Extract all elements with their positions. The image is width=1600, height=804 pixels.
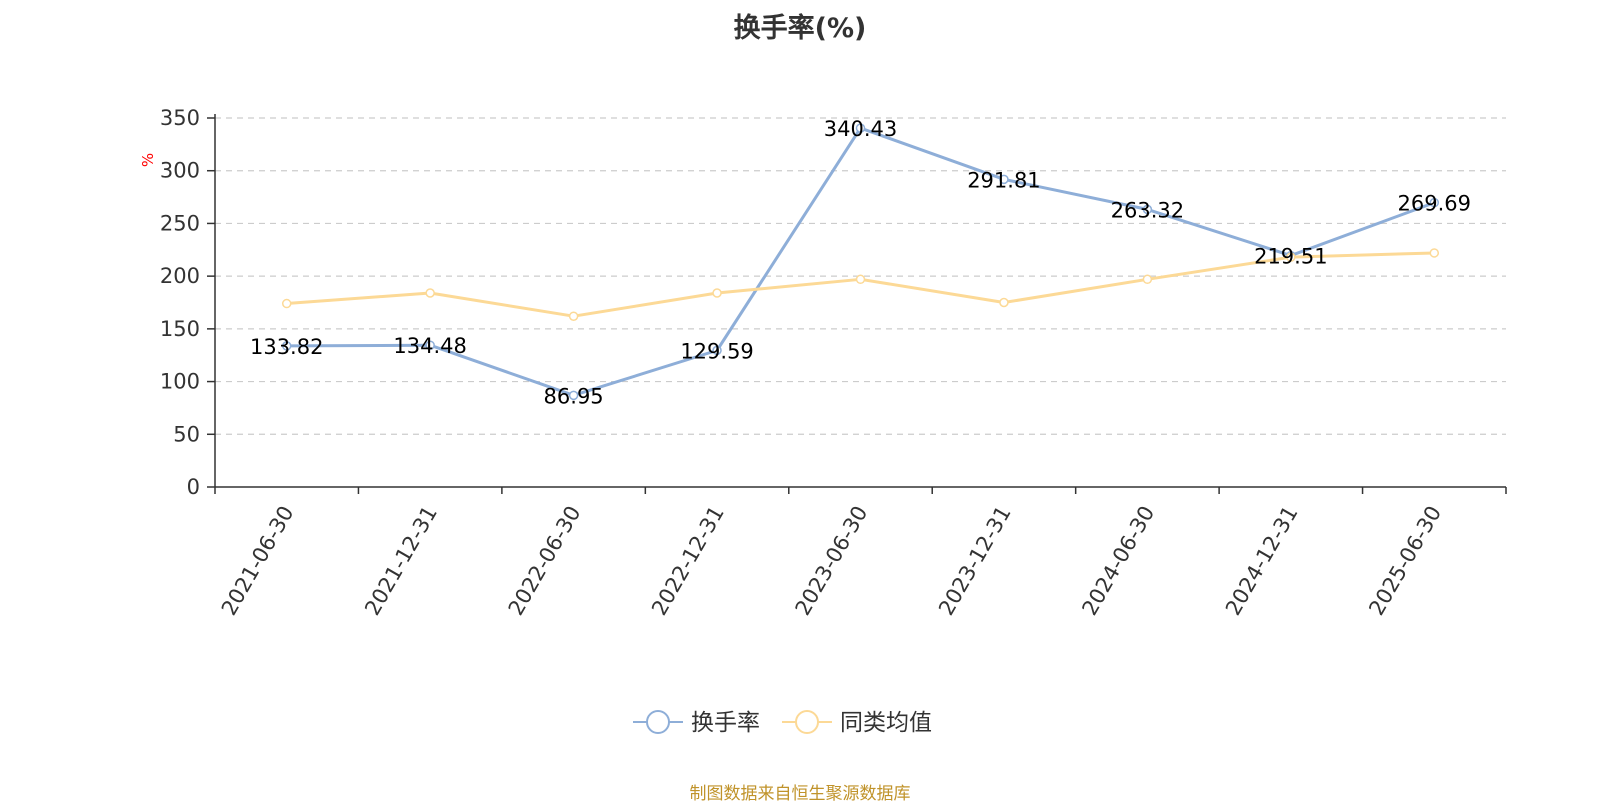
series-point-0 [855, 123, 866, 133]
legend-swatch-marker [646, 710, 670, 734]
legend-item-0[interactable]: 换手率 [633, 710, 760, 736]
x-tick-label: 2021-06-30 [217, 502, 299, 620]
series-point-1 [1429, 248, 1440, 258]
x-tick-label: 2024-06-30 [1077, 502, 1159, 620]
x-tick-label: 2023-06-30 [791, 502, 873, 620]
y-axis-unit-label: % [139, 153, 157, 167]
y-tick-label: 0 [187, 475, 200, 499]
series-point-0 [568, 390, 579, 401]
series-point-1 [712, 288, 722, 298]
data-label: 269.69 [1398, 192, 1471, 216]
y-tick-label: 150 [160, 317, 200, 341]
series-point-0 [1429, 197, 1440, 208]
data-label-layer: 133.82 134.48 86.95 129.59 340.43 291.81 263.3… [250, 117, 1471, 408]
series-point-1 [999, 297, 1009, 308]
x-tick-label: 2023-12-31 [934, 502, 1016, 620]
series-point-1 [281, 298, 292, 309]
y-tick-label: 350 [160, 106, 200, 130]
series-point-1 [1286, 252, 1296, 262]
legend-item-1[interactable]: 同类均值 [782, 710, 932, 736]
legend-label: 同类均值 [840, 710, 932, 736]
x-tick-label: 2022-12-31 [647, 502, 729, 620]
series-point-1 [425, 288, 435, 298]
y-tick-label: 100 [160, 370, 200, 394]
y-tick-label: 300 [160, 159, 200, 183]
data-label: 291.81 [967, 168, 1040, 192]
legend-label: 换手率 [691, 710, 760, 736]
data-label: 263.32 [1111, 198, 1184, 222]
data-label: 133.82 [250, 335, 323, 359]
x-tick-label: 2022-06-30 [504, 502, 586, 620]
data-label: 86.95 [544, 384, 604, 408]
series-point-0 [1142, 204, 1153, 215]
data-label: 340.43 [824, 117, 897, 141]
source-note: 制图数据来自恒生聚源数据库 [689, 784, 911, 804]
series-point-0 [425, 340, 435, 350]
x-tick-label: 2025-06-30 [1364, 502, 1446, 620]
axis-layer: 0 50 100 150 200 250 300 350 2021-06-30 2021-12-3… [160, 106, 1507, 620]
series-point-1 [855, 274, 866, 285]
series-point-1 [568, 311, 579, 321]
series-point-0 [281, 341, 292, 351]
y-tick-label: 250 [160, 211, 200, 235]
legend-swatch-marker [795, 710, 819, 734]
series-layer [281, 123, 1440, 401]
data-label: 129.59 [680, 339, 753, 363]
y-tick-label: 200 [160, 264, 200, 288]
series-point-0 [712, 345, 722, 356]
x-tick-label: 2021-12-31 [360, 502, 442, 620]
x-tick-label: 2024-12-31 [1221, 502, 1303, 620]
data-label: 219.51 [1254, 245, 1327, 269]
data-label: 134.48 [393, 334, 466, 358]
series-point-0 [999, 174, 1009, 185]
series-point-1 [1142, 274, 1153, 285]
legend[interactable]: 换手率 同类均值 [633, 710, 932, 736]
y-tick-label: 50 [173, 422, 200, 446]
chart-title: 换手率(%) [733, 13, 867, 44]
